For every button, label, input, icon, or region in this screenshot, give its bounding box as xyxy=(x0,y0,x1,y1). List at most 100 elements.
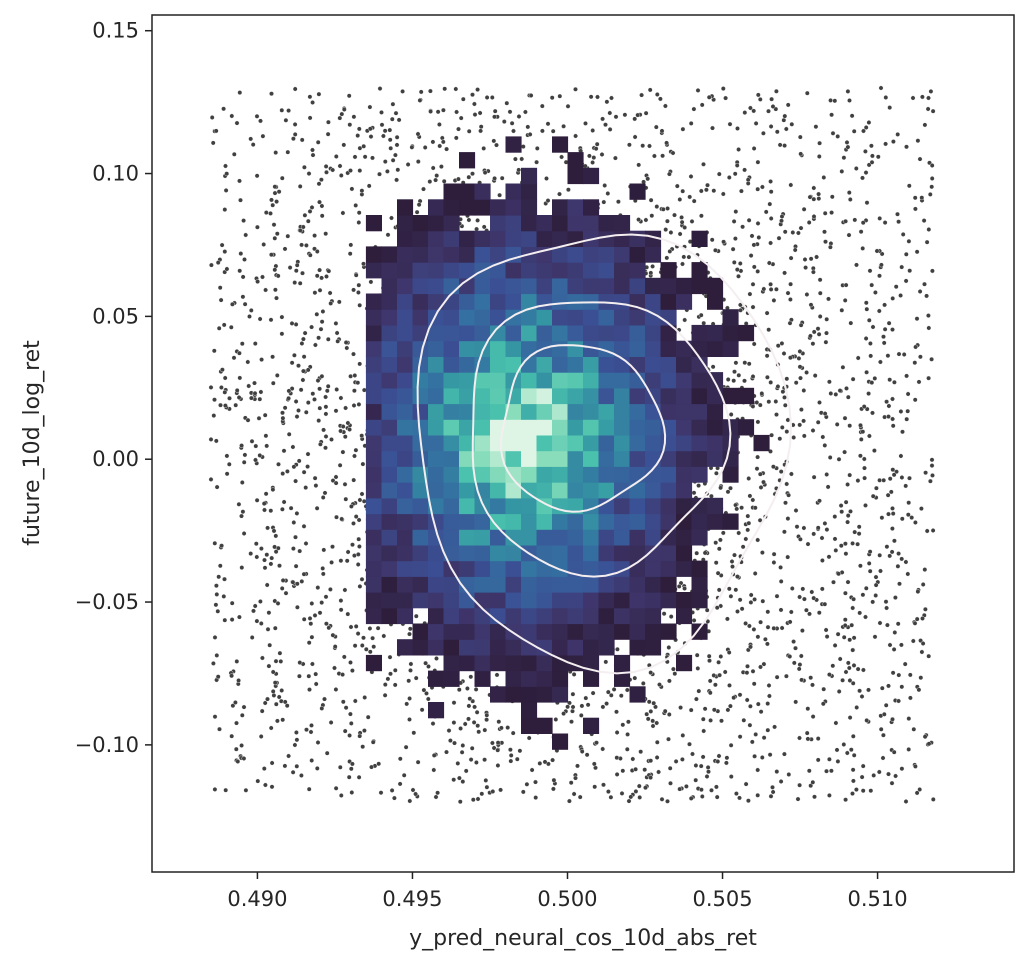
scatter-point xyxy=(413,675,419,681)
scatter-point xyxy=(360,744,366,750)
scatter-point xyxy=(755,792,761,798)
histogram-bin xyxy=(474,246,491,263)
scatter-point xyxy=(614,755,620,761)
scatter-point xyxy=(352,643,358,649)
scatter-point xyxy=(773,399,779,404)
histogram-bin xyxy=(722,309,739,326)
scatter-point xyxy=(273,533,279,539)
scatter-point xyxy=(771,625,777,631)
scatter-point xyxy=(272,625,278,631)
histogram-bin xyxy=(412,372,429,389)
scatter-point xyxy=(400,89,405,94)
scatter-point xyxy=(845,579,851,585)
scatter-point xyxy=(887,105,893,111)
histogram-bin xyxy=(521,529,538,546)
scatter-point xyxy=(494,142,499,148)
scatter-point xyxy=(679,214,684,220)
scatter-point xyxy=(389,215,394,221)
scatter-point xyxy=(440,107,446,113)
scatter-point xyxy=(475,723,481,729)
histogram-bin xyxy=(567,529,584,546)
scatter-point xyxy=(636,783,642,789)
histogram-bin xyxy=(490,387,507,405)
scatter-point xyxy=(711,188,717,194)
scatter-point xyxy=(845,513,851,518)
scatter-point xyxy=(886,403,892,409)
scatter-point xyxy=(800,586,806,592)
histogram-bin xyxy=(443,623,460,640)
scatter-point xyxy=(307,208,313,214)
scatter-point xyxy=(930,268,935,274)
scatter-point xyxy=(381,633,387,639)
scatter-point xyxy=(460,743,466,748)
scatter-point xyxy=(367,104,373,110)
scatter-point xyxy=(772,724,777,730)
scatter-point xyxy=(863,614,868,620)
scatter-point xyxy=(333,785,339,791)
histogram-bin xyxy=(536,230,553,247)
histogram-bin xyxy=(521,434,538,452)
scatter-point xyxy=(343,405,348,411)
scatter-point xyxy=(351,403,357,408)
scatter-point xyxy=(811,474,817,480)
scatter-point xyxy=(293,534,298,540)
histogram-bin xyxy=(459,497,476,515)
histogram-bin xyxy=(505,230,522,247)
scatter-point xyxy=(308,729,314,735)
histogram-bin xyxy=(459,152,476,169)
histogram-bin xyxy=(428,293,445,310)
histogram-bin xyxy=(521,686,538,703)
scatter-point xyxy=(312,290,318,296)
scatter-point xyxy=(872,375,878,381)
histogram-bin xyxy=(521,466,538,483)
scatter-point xyxy=(625,732,630,737)
scatter-point xyxy=(405,162,411,167)
scatter-point xyxy=(700,754,706,760)
scatter-point xyxy=(885,492,891,498)
scatter-point xyxy=(661,611,667,617)
scatter-point xyxy=(499,175,505,181)
scatter-point xyxy=(765,609,771,615)
scatter-point xyxy=(900,429,905,435)
scatter-point xyxy=(787,320,793,326)
histogram-bin xyxy=(598,387,615,405)
scatter-point xyxy=(388,671,393,677)
scatter-point xyxy=(315,740,321,745)
histogram-bin xyxy=(397,372,414,389)
histogram-bin xyxy=(567,623,584,640)
scatter-point xyxy=(282,405,288,411)
histogram-bin xyxy=(397,230,414,247)
scatter-point xyxy=(839,168,845,174)
scatter-point xyxy=(736,530,742,536)
scatter-point xyxy=(754,466,760,472)
scatter-point xyxy=(915,589,921,594)
histogram-bin xyxy=(536,277,553,295)
scatter-point xyxy=(333,474,339,480)
histogram-bin xyxy=(490,482,507,499)
scatter-point xyxy=(272,235,278,241)
histogram-bin xyxy=(521,702,538,719)
scatter-point xyxy=(803,265,808,270)
histogram-bin xyxy=(567,450,584,467)
scatter-point xyxy=(866,391,871,396)
histogram-bin xyxy=(459,246,476,263)
scatter-point xyxy=(786,492,791,498)
scatter-point xyxy=(929,176,935,181)
histogram-bin xyxy=(397,199,414,216)
scatter-point xyxy=(761,479,766,485)
histogram-bin xyxy=(397,387,414,405)
scatter-point xyxy=(482,757,487,763)
histogram-bin xyxy=(567,262,584,279)
scatter-point xyxy=(407,626,413,632)
scatter-point xyxy=(583,121,588,126)
scatter-point xyxy=(236,678,242,683)
scatter-point xyxy=(899,642,904,648)
histogram-bin xyxy=(645,497,662,515)
scatter-point xyxy=(761,661,767,667)
scatter-point xyxy=(797,662,803,667)
scatter-point xyxy=(593,146,599,152)
scatter-point xyxy=(774,286,779,292)
scatter-point xyxy=(279,107,285,113)
scatter-point xyxy=(274,295,279,301)
scatter-point xyxy=(858,563,863,569)
